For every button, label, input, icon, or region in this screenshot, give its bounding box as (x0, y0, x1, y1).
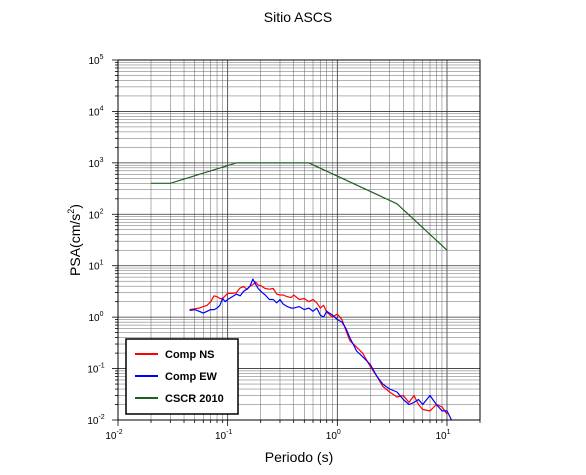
series-line-comp-ew (189, 278, 453, 421)
y-tick-label: 10-1 (87, 363, 104, 376)
x-tick-label: 10-2 (105, 429, 122, 442)
series-line-comp-ns (189, 281, 448, 415)
plot-series (151, 162, 453, 421)
x-tick-label: 100 (326, 429, 341, 442)
y-tick-label: 102 (88, 208, 103, 221)
y-tick-label: 10-2 (87, 414, 104, 427)
y-axis-label-superscript: 2 (66, 209, 76, 214)
y-axis-label-group: PSA(cm/s2) (66, 204, 83, 276)
y-tick-label: 100 (88, 311, 103, 324)
x-axis-label: Periodo (s) (265, 449, 333, 465)
legend-label-comp-ew: Comp EW (165, 371, 218, 383)
y-axis-label-close: ) (67, 204, 83, 209)
legend-label-comp-ns: Comp NS (165, 349, 215, 361)
chart-title: Sitio ASCS (264, 9, 332, 25)
legend-label-cscr-2010: CSCR 2010 (165, 393, 224, 405)
y-tick-label: 101 (88, 260, 103, 273)
y-axis-label: PSA(cm/s2) (66, 204, 83, 276)
x-tick-label: 10-1 (215, 429, 232, 442)
y-tick-label: 103 (88, 157, 103, 170)
x-tick-label: 101 (435, 429, 450, 442)
series-line-cscr-2010 (151, 162, 448, 251)
plot-frame (117, 59, 481, 421)
y-tick-label: 104 (88, 105, 103, 118)
axis-ticks: 10-2 10-1 100 101 10-2 10-1 100 101 102 103 104 105 (87, 54, 481, 442)
legend: Comp NS Comp EW CSCR 2010 (125, 338, 239, 415)
y-tick-label: 105 (88, 54, 103, 67)
y-axis-label-base: PSA(cm/s (67, 214, 83, 276)
